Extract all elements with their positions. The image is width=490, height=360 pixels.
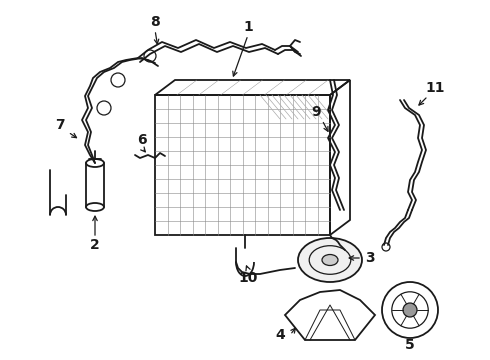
Ellipse shape xyxy=(322,255,338,266)
Text: 3: 3 xyxy=(365,251,375,265)
Text: 10: 10 xyxy=(238,271,258,285)
Text: 11: 11 xyxy=(425,81,445,95)
Text: 6: 6 xyxy=(137,133,147,147)
Text: 9: 9 xyxy=(311,105,321,119)
Text: 8: 8 xyxy=(150,15,160,29)
Text: 1: 1 xyxy=(243,20,253,34)
Text: 5: 5 xyxy=(405,338,415,352)
Text: 2: 2 xyxy=(90,238,100,252)
Text: 4: 4 xyxy=(275,328,285,342)
Circle shape xyxy=(403,303,417,317)
Ellipse shape xyxy=(298,238,362,282)
Text: 7: 7 xyxy=(55,118,65,132)
